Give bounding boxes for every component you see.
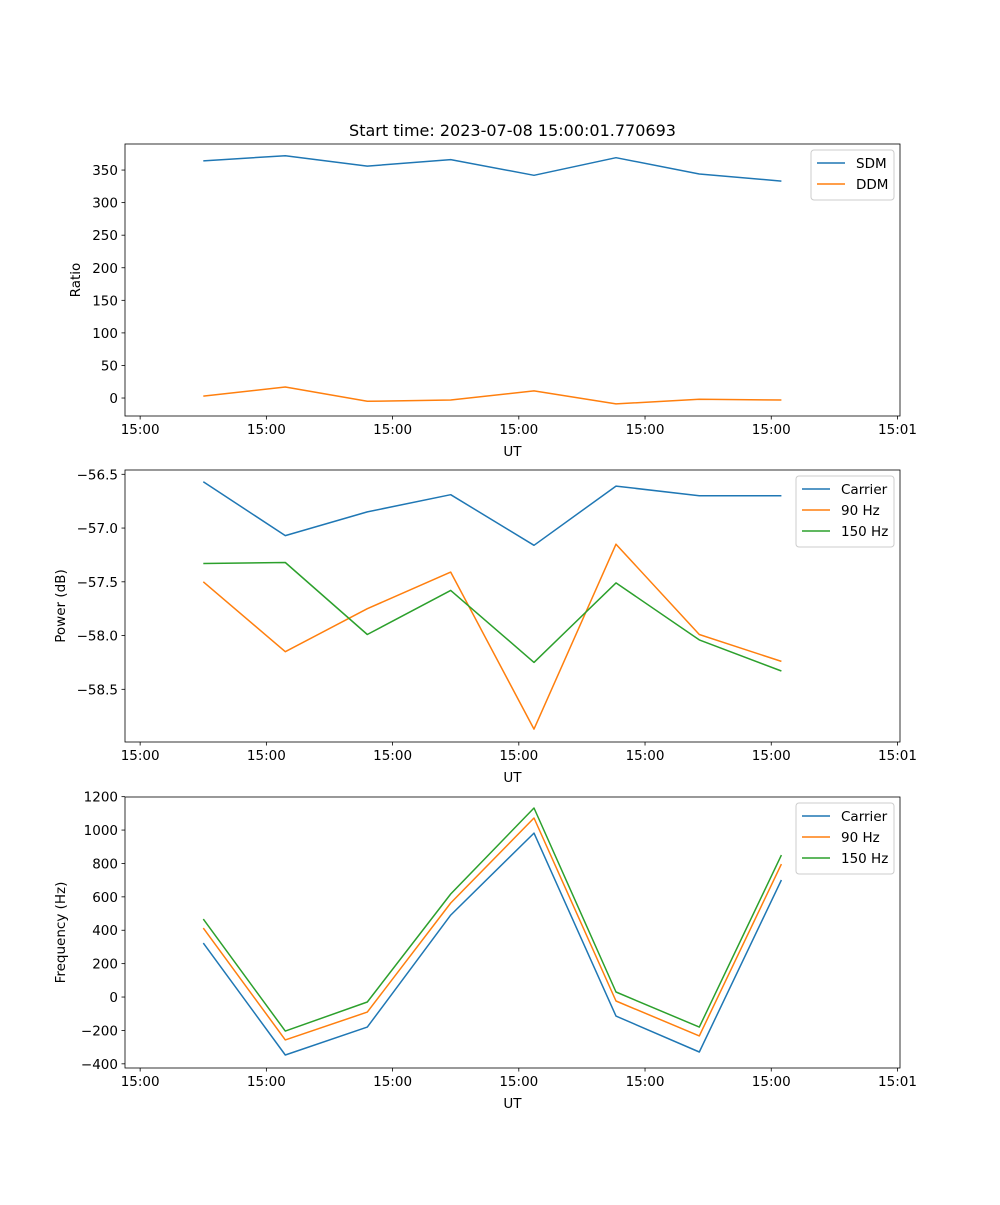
y-tick-label: 300: [92, 196, 118, 212]
series-line-150-hz: [203, 561, 782, 672]
series-line-ddm: [203, 386, 782, 405]
x-tick-label: 15:00: [247, 1074, 286, 1090]
x-tick-label: 15:01: [878, 1074, 917, 1090]
series-line-150-hz: [202, 807, 783, 1032]
y-tick-label: 1200: [84, 790, 118, 806]
x-tick-label: 15:00: [626, 1074, 665, 1090]
x-tick-label: 15:00: [121, 1074, 160, 1090]
legend-label: DDM: [856, 177, 888, 193]
y-tick-label: −57.0: [77, 521, 118, 537]
x-tick-label: 15:00: [626, 422, 665, 438]
x-tick-label: 15:01: [878, 748, 917, 764]
x-tick-label: 15:00: [247, 422, 286, 438]
x-tick-label: 15:00: [121, 748, 160, 764]
legend-label: 90 Hz: [841, 503, 880, 519]
legend-label: 150 Hz: [841, 851, 888, 867]
subplot-3: 15:00 15:00 15:00 15:00 15:00 15:00 15:01 −400 −…: [53, 790, 917, 1112]
series-line-sdm: [203, 154, 782, 182]
series-line-90-hz: [202, 543, 782, 730]
subplot-2: 15:00 15:00 15:00 15:00 15:00 15:00 15:01 −58.5…: [53, 467, 917, 786]
x-tick-label: 15:00: [247, 748, 286, 764]
axes-frame: [124, 796, 901, 1069]
x-axis-label: UT: [503, 444, 522, 460]
y-tick-label: 250: [92, 228, 118, 244]
legend-box: [795, 802, 895, 875]
x-tick-label: 15:00: [373, 1074, 412, 1090]
y-tick-label: 600: [92, 890, 118, 906]
x-tick-label: 15:00: [499, 1074, 538, 1090]
y-tick-label: 1000: [84, 823, 118, 839]
legend-label: Carrier: [841, 809, 888, 825]
legend: Carrier 90 Hz 150 Hz: [795, 802, 895, 875]
y-tick-label: −58.0: [77, 629, 118, 645]
legend-box: [795, 475, 895, 548]
chart-title: Start time: 2023-07-08 15:00:01.770693: [349, 121, 676, 140]
y-tick-label: 200: [92, 957, 118, 973]
y-tick-label: 0: [109, 391, 118, 407]
y-axis-label: Frequency (Hz): [53, 882, 69, 984]
y-tick-label: −56.5: [77, 467, 118, 483]
y-tick-label: 800: [92, 856, 118, 872]
y-tick-label: 200: [92, 261, 118, 277]
axes-frame: [124, 469, 901, 743]
y-tick-label: −200: [81, 1023, 118, 1039]
y-tick-label: 0: [109, 990, 118, 1006]
x-tick-label: 15:00: [499, 422, 538, 438]
x-tick-label: 15:00: [373, 748, 412, 764]
y-tick-label: 150: [92, 293, 118, 309]
legend-label: 150 Hz: [841, 524, 888, 540]
x-tick-label: 15:00: [752, 748, 791, 764]
y-tick-label: 100: [92, 326, 118, 342]
y-tick-label: 50: [101, 358, 118, 374]
series-line-90-hz: [202, 817, 783, 1041]
x-axis-label: UT: [503, 770, 522, 786]
legend-label: Carrier: [841, 482, 888, 498]
x-tick-label: 15:00: [373, 422, 412, 438]
x-tick-label: 15:00: [752, 1074, 791, 1090]
series-line-carrier: [202, 832, 783, 1056]
y-tick-label: −400: [81, 1057, 118, 1073]
y-tick-label: −58.5: [77, 682, 118, 698]
y-tick-label: 400: [92, 923, 118, 939]
legend-label: 90 Hz: [841, 830, 880, 846]
legend-label: SDM: [856, 156, 887, 172]
x-axis-label: UT: [503, 1096, 522, 1112]
series-line-carrier: [202, 481, 782, 547]
x-tick-label: 15:01: [878, 422, 917, 438]
legend: Carrier 90 Hz 150 Hz: [795, 475, 895, 548]
x-tick-label: 15:00: [499, 748, 538, 764]
y-axis-label: Power (dB): [53, 569, 69, 642]
y-axis-label: Ratio: [68, 263, 84, 298]
legend: SDM DDM: [810, 149, 895, 201]
axes-frame: [124, 143, 901, 417]
x-tick-label: 15:00: [752, 422, 791, 438]
y-tick-label: 350: [92, 163, 118, 179]
y-tick-label: −57.5: [77, 575, 118, 591]
subplot-1: 15:00 15:00 15:00 15:00 15:00 15:00 15:01 0 50 10…: [68, 121, 917, 460]
x-tick-label: 15:00: [626, 748, 665, 764]
x-tick-label: 15:00: [121, 422, 160, 438]
